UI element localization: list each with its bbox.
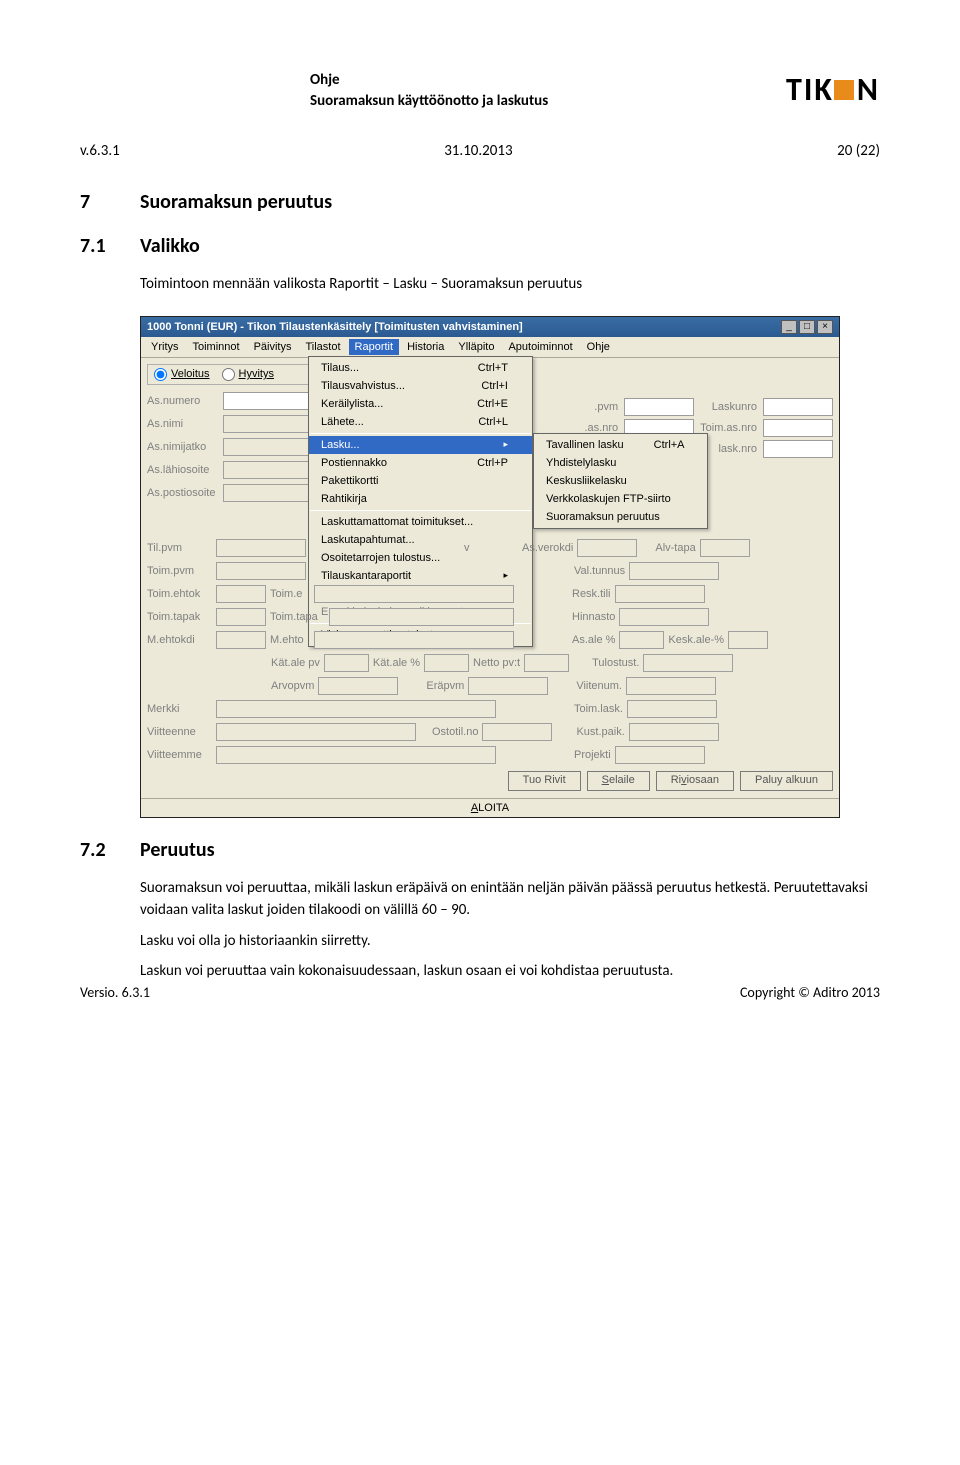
btn-paluu[interactable]: Paluy alkuun xyxy=(740,771,833,791)
footer-version: Versio. 6.3.1 xyxy=(80,984,150,1001)
menu-paivitys[interactable]: Päivitys xyxy=(248,339,298,355)
section-7-heading: 7 Suoramaksun peruutus xyxy=(80,190,880,214)
section-7-1-body: Toimintoon mennään valikosta Raportit – … xyxy=(140,273,880,296)
btn-selaile[interactable]: Selaile xyxy=(587,771,650,791)
menu-toiminnot[interactable]: Toiminnot xyxy=(187,339,246,355)
form-area: Veloitus Hyvitys As.numero± As.nimi As.n… xyxy=(141,358,839,798)
lbl-asnimijatko: As.nimijatko xyxy=(147,441,219,453)
menu-ohje[interactable]: Ohje xyxy=(581,339,616,355)
status-text: ALOITA xyxy=(471,802,509,814)
menu-tilaus[interactable]: Tilaus...Ctrl+T xyxy=(309,359,532,377)
button-row: Tuo Rivit Selaile Riviosaan Paluy alkuun xyxy=(147,771,833,791)
dropdown-lasku: Tavallinen laskuCtrl+A Yhdistelylasku Ke… xyxy=(533,433,708,529)
menu-rahtikirja[interactable]: Rahtikirja xyxy=(309,490,532,508)
submenu-keskusliikelasku[interactable]: Keskusliikelasku xyxy=(534,472,707,490)
header-text: Ohje Suoramaksun käyttöönotto ja laskutu… xyxy=(310,70,548,112)
header-line1: Ohje xyxy=(310,70,548,91)
tikon-logo: TIKN xyxy=(786,70,880,109)
minimize-button[interactable]: _ xyxy=(781,320,797,334)
footer-copyright: Copyright © Aditro 2013 xyxy=(740,984,880,1001)
mid-fields: Til.pvm v As.verokdi Alv-tapa Toim.pvm V… xyxy=(147,538,833,791)
lbl-aslahiosoite: As.lähiosoite xyxy=(147,464,219,476)
window-title: 1000 Tonni (EUR) - Tikon Tilaustenkäsitt… xyxy=(147,321,523,333)
menu-postiennakko[interactable]: PostiennakkoCtrl+P xyxy=(309,454,532,472)
section-7-2-heading: 7.2 Peruutus xyxy=(80,838,880,862)
statusbar: ALOITA xyxy=(141,798,839,817)
version: v.6.3.1 xyxy=(80,142,120,160)
menu-raportit[interactable]: Raportit xyxy=(349,339,400,355)
menu-tilausvahvistus[interactable]: Tilausvahvistus...Ctrl+I xyxy=(309,377,532,395)
doc-header: Ohje Suoramaksun käyttöönotto ja laskutu… xyxy=(80,70,880,112)
menubar: Yritys Toiminnot Päivitys Tilastot Rapor… xyxy=(141,337,839,358)
header-line2: Suoramaksun käyttöönotto ja laskutus xyxy=(310,91,548,112)
menu-pakettikortti[interactable]: Pakettikortti xyxy=(309,472,532,490)
footer: Versio. 6.3.1 Copyright © Aditro 2013 xyxy=(80,984,880,1001)
logo-square-icon xyxy=(834,80,854,100)
app-window: 1000 Tonni (EUR) - Tikon Tilaustenkäsitt… xyxy=(140,316,840,818)
radio-veloitus[interactable]: Veloitus xyxy=(154,368,210,381)
maximize-button[interactable]: □ xyxy=(799,320,815,334)
submenu-tavallinen[interactable]: Tavallinen laskuCtrl+A xyxy=(534,436,707,454)
menu-yritys[interactable]: Yritys xyxy=(145,339,185,355)
close-button[interactable]: × xyxy=(817,320,833,334)
fld-lasknro[interactable] xyxy=(763,440,833,458)
titlebar: 1000 Tonni (EUR) - Tikon Tilaustenkäsitt… xyxy=(141,317,839,337)
submenu-verkkolaskujen[interactable]: Verkkolaskujen FTP-siirto xyxy=(534,490,707,508)
fld-toimasnro[interactable] xyxy=(763,419,833,437)
menu-tilastot[interactable]: Tilastot xyxy=(299,339,346,355)
menu-historia[interactable]: Historia xyxy=(401,339,450,355)
fld-laskunro[interactable] xyxy=(763,398,833,416)
window-controls: _ □ × xyxy=(781,320,833,334)
menu-laskuttamattomat[interactable]: Laskuttamattomat toimitukset... xyxy=(309,513,532,531)
btn-riviosaan[interactable]: Riviosaan xyxy=(656,771,734,791)
section-7-2-body: Suoramaksun voi peruuttaa, mikäli laskun… xyxy=(140,877,880,983)
menu-lasku[interactable]: Lasku... xyxy=(309,436,532,454)
menu-aputoiminnot[interactable]: Aputoiminnot xyxy=(502,339,578,355)
lbl-aspostiosoite: As.postiosoite xyxy=(147,487,219,499)
fld-asnumero[interactable] xyxy=(223,392,313,410)
menu-lahete[interactable]: Lähete...Ctrl+L xyxy=(309,413,532,431)
section-7-1-heading: 7.1 Valikko xyxy=(80,234,880,258)
menu-yllapito[interactable]: Ylläpito xyxy=(452,339,500,355)
submenu-suoramaksun-peruutus[interactable]: Suoramaksun peruutus xyxy=(534,508,707,526)
page-number: 20 (22) xyxy=(837,142,880,160)
radio-hyvitys[interactable]: Hyvitys xyxy=(222,368,274,381)
btn-tuorivit[interactable]: Tuo Rivit xyxy=(508,771,581,791)
date: 31.10.2013 xyxy=(444,142,512,160)
menu-kerailylista[interactable]: Keräilylista...Ctrl+E xyxy=(309,395,532,413)
submenu-yhdistelylasku[interactable]: Yhdistelylasku xyxy=(534,454,707,472)
lbl-asnumero: As.numero xyxy=(147,395,219,407)
fld-pvm[interactable] xyxy=(624,398,694,416)
lbl-asnimi: As.nimi xyxy=(147,418,219,430)
meta-row: v.6.3.1 31.10.2013 20 (22) xyxy=(80,142,880,160)
